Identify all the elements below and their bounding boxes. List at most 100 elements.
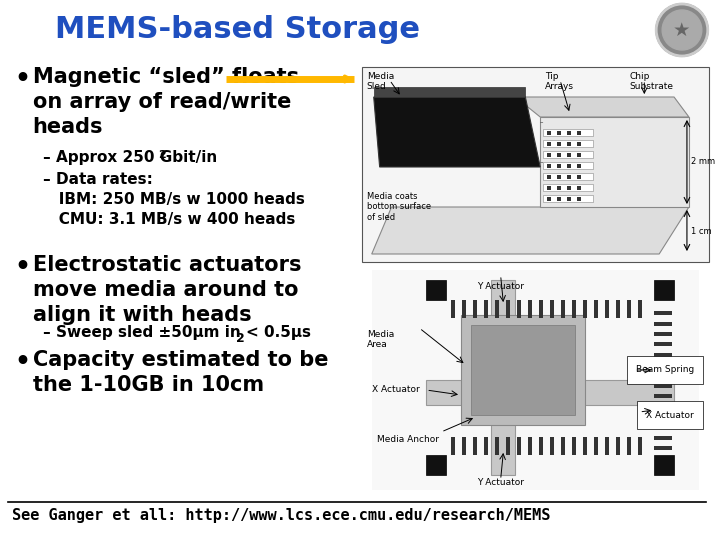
Bar bbox=[627, 437, 631, 455]
Bar bbox=[654, 280, 674, 300]
Bar bbox=[606, 437, 609, 455]
Bar bbox=[583, 300, 587, 318]
Bar bbox=[577, 153, 581, 157]
Bar bbox=[567, 175, 571, 179]
Circle shape bbox=[656, 4, 708, 56]
Bar bbox=[557, 153, 561, 157]
Bar bbox=[547, 131, 551, 135]
Bar bbox=[426, 280, 446, 300]
Bar bbox=[372, 270, 699, 490]
Text: ★: ★ bbox=[673, 21, 690, 39]
Text: X Actuator: X Actuator bbox=[646, 410, 694, 420]
Bar bbox=[462, 300, 466, 318]
Bar bbox=[567, 131, 571, 135]
Bar bbox=[547, 197, 551, 201]
Bar bbox=[528, 300, 532, 318]
Bar bbox=[577, 131, 581, 135]
Bar bbox=[567, 186, 571, 190]
Bar bbox=[539, 300, 543, 318]
Bar bbox=[638, 437, 642, 455]
Bar bbox=[654, 455, 674, 475]
Text: Media
Area: Media Area bbox=[366, 330, 394, 349]
Bar bbox=[654, 312, 672, 315]
Text: Electrostatic actuators
move media around to
align it with heads: Electrostatic actuators move media aroun… bbox=[32, 255, 301, 325]
Text: X Actuator: X Actuator bbox=[372, 386, 420, 395]
Bar bbox=[577, 164, 581, 168]
Text: Chip
Substrate: Chip Substrate bbox=[629, 72, 673, 91]
Bar bbox=[654, 363, 672, 367]
Text: – Data rates:
   IBM: 250 MB/s w 1000 heads
   CMU: 3.1 MB/s w 400 heads: – Data rates: IBM: 250 MB/s w 1000 heads… bbox=[42, 172, 305, 227]
Text: •: • bbox=[15, 67, 31, 91]
Bar bbox=[543, 140, 593, 147]
Bar bbox=[654, 374, 672, 377]
Bar bbox=[654, 436, 672, 440]
Bar bbox=[543, 184, 593, 191]
Bar bbox=[543, 129, 593, 136]
Text: Media Anchor: Media Anchor bbox=[377, 435, 438, 444]
Bar bbox=[550, 300, 554, 318]
Bar bbox=[557, 164, 561, 168]
Polygon shape bbox=[516, 97, 689, 117]
Bar bbox=[561, 437, 565, 455]
Bar bbox=[654, 394, 672, 398]
Bar bbox=[547, 153, 551, 157]
Bar bbox=[451, 437, 455, 455]
Bar bbox=[616, 300, 620, 318]
Text: Magnetic “sled” floats
on array of read/write
heads: Magnetic “sled” floats on array of read/… bbox=[32, 67, 299, 137]
Text: Media
Sled: Media Sled bbox=[366, 72, 394, 91]
Bar bbox=[528, 437, 532, 455]
Bar bbox=[547, 164, 551, 168]
Text: Y Actuator: Y Actuator bbox=[477, 282, 524, 291]
Bar bbox=[547, 175, 551, 179]
Bar bbox=[557, 175, 561, 179]
Bar bbox=[426, 455, 446, 475]
Bar bbox=[577, 142, 581, 146]
Bar bbox=[547, 142, 551, 146]
Text: •: • bbox=[15, 255, 31, 279]
Bar bbox=[557, 142, 561, 146]
Bar bbox=[484, 437, 488, 455]
Bar bbox=[557, 197, 561, 201]
Bar bbox=[473, 437, 477, 455]
Bar bbox=[547, 186, 551, 190]
Bar bbox=[577, 197, 581, 201]
Bar bbox=[471, 325, 575, 415]
Bar bbox=[495, 300, 499, 318]
Bar bbox=[627, 300, 631, 318]
Bar bbox=[572, 437, 576, 455]
Bar bbox=[461, 315, 585, 425]
Bar bbox=[583, 437, 587, 455]
Text: 2: 2 bbox=[158, 150, 166, 160]
Bar bbox=[517, 437, 521, 455]
Text: Y Actuator: Y Actuator bbox=[477, 478, 524, 487]
Bar bbox=[550, 437, 554, 455]
Bar bbox=[638, 300, 642, 318]
Text: 1 cm: 1 cm bbox=[691, 227, 711, 237]
Bar bbox=[539, 437, 543, 455]
Bar bbox=[606, 300, 609, 318]
Bar bbox=[567, 197, 571, 201]
Text: See Ganger et all: http://www.lcs.ece.cmu.edu/research/MEMS: See Ganger et all: http://www.lcs.ece.cm… bbox=[12, 508, 550, 523]
Bar bbox=[426, 380, 674, 405]
Bar bbox=[451, 300, 455, 318]
Bar bbox=[577, 186, 581, 190]
Text: 2: 2 bbox=[236, 332, 245, 345]
Bar bbox=[506, 300, 510, 318]
Bar bbox=[557, 131, 561, 135]
Bar bbox=[362, 67, 708, 262]
Bar bbox=[567, 164, 571, 168]
Bar bbox=[543, 195, 593, 202]
Text: – Sweep sled ±50μm in < 0.5μs: – Sweep sled ±50μm in < 0.5μs bbox=[42, 325, 310, 340]
Bar bbox=[654, 426, 672, 429]
Bar bbox=[543, 173, 593, 180]
Polygon shape bbox=[372, 207, 689, 254]
Bar bbox=[517, 300, 521, 318]
Bar bbox=[506, 437, 510, 455]
Bar bbox=[543, 162, 593, 169]
Bar bbox=[572, 300, 576, 318]
Bar bbox=[484, 300, 488, 318]
Text: 2 mm: 2 mm bbox=[691, 158, 715, 166]
Bar bbox=[654, 384, 672, 388]
Bar bbox=[654, 404, 672, 409]
Bar bbox=[594, 300, 598, 318]
